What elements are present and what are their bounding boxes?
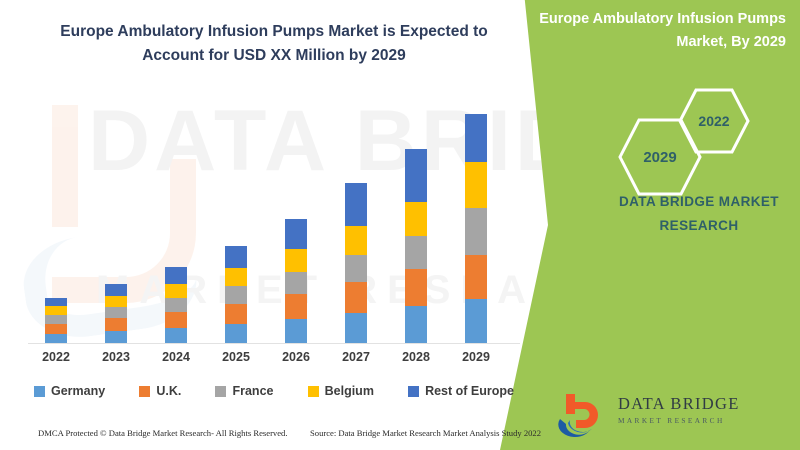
footer-source-text: Source: Data Bridge Market Research Mark… xyxy=(310,428,542,438)
panel-brand-line2: RESEARCH xyxy=(659,217,739,233)
legend-swatch-icon xyxy=(215,385,227,397)
bar-segment-u-k-2027 xyxy=(345,281,367,313)
x-tick-2027: 2027 xyxy=(342,350,370,364)
bar-segment-belgium-2028 xyxy=(405,201,427,237)
x-tick-2023: 2023 xyxy=(102,350,130,364)
legend-item-rest-of-europe[interactable]: Rest of Europe xyxy=(408,384,514,398)
footer: DMCA Protected © Data Bridge Market Rese… xyxy=(0,428,542,446)
bar-segment-belgium-2026 xyxy=(285,248,307,272)
legend-item-u-k[interactable]: U.K. xyxy=(139,384,181,398)
x-tick-2026: 2026 xyxy=(282,350,310,364)
panel-brand-line1: DATA BRIDGE MARKET xyxy=(619,194,779,209)
legend-swatch-icon xyxy=(408,385,420,397)
panel-brand-text: DATA BRIDGE MARKET RESEARCH xyxy=(604,190,794,237)
dbmr-logo-subtitle: MARKET RESEARCH xyxy=(618,416,725,425)
bar-segment-u-k-2023 xyxy=(105,318,127,332)
panel-title: Europe Ambulatory Infusion Pumps Market,… xyxy=(539,11,786,51)
legend-swatch-icon xyxy=(307,385,319,397)
page-title: Europe Ambulatory Infusion Pumps Market … xyxy=(60,23,488,65)
bar-segment-rest-of-europe-2022 xyxy=(45,298,67,307)
bar-segment-belgium-2025 xyxy=(225,267,247,287)
bar-segment-germany-2027 xyxy=(345,312,367,343)
x-tick-2025: 2025 xyxy=(222,350,250,364)
bar-segment-rest-of-europe-2023 xyxy=(105,284,127,296)
bar-segment-germany-2023 xyxy=(105,331,127,343)
x-tick-2024: 2024 xyxy=(162,350,190,364)
bar-2029 xyxy=(465,114,487,343)
bar-segment-germany-2029 xyxy=(465,299,487,343)
bar-segment-france-2028 xyxy=(405,236,427,269)
dbmr-logo-name: DATA BRIDGE xyxy=(618,394,740,413)
bar-segment-u-k-2026 xyxy=(285,293,307,319)
x-tick-2028: 2028 xyxy=(402,350,430,364)
bar-segment-france-2022 xyxy=(45,315,67,324)
bar-2022 xyxy=(45,298,67,343)
bar-2027 xyxy=(345,182,367,343)
bar-segment-belgium-2029 xyxy=(465,162,487,209)
bar-segment-belgium-2023 xyxy=(105,295,127,308)
bar-2028 xyxy=(405,149,427,343)
x-tick-2029: 2029 xyxy=(462,350,490,364)
bar-segment-germany-2022 xyxy=(45,333,67,343)
footer-dmca-text: DMCA Protected © Data Bridge Market Rese… xyxy=(38,428,288,438)
bar-segment-france-2024 xyxy=(165,298,187,312)
legend-swatch-icon xyxy=(34,385,45,397)
dbmr-logo: DATA BRIDGE MARKET RESEARCH xyxy=(558,392,758,438)
legend-label: U.K. xyxy=(156,384,182,398)
legend-label: Belgium xyxy=(324,384,374,398)
legend-label: Germany xyxy=(51,384,106,398)
bar-segment-rest-of-europe-2026 xyxy=(285,218,307,249)
x-tick-2022: 2022 xyxy=(42,350,70,364)
bar-segment-germany-2024 xyxy=(165,327,187,343)
legend-item-belgium[interactable]: Belgium xyxy=(307,384,374,398)
bar-segment-u-k-2025 xyxy=(225,303,247,324)
hexagon-2022-label: 2022 xyxy=(698,113,730,129)
bar-segment-u-k-2024 xyxy=(165,311,187,328)
bar-2025 xyxy=(225,245,247,343)
bar-segment-u-k-2022 xyxy=(45,323,67,334)
legend-label: Rest of Europe xyxy=(425,384,514,398)
bar-segment-germany-2026 xyxy=(285,318,307,343)
bar-segment-rest-of-europe-2028 xyxy=(405,149,427,202)
x-axis-line xyxy=(28,343,520,344)
bar-segment-rest-of-europe-2024 xyxy=(165,267,187,284)
hexagon-2022: 2022 xyxy=(678,88,750,154)
bar-segment-u-k-2029 xyxy=(465,254,487,300)
bar-segment-u-k-2028 xyxy=(405,268,427,307)
bar-2024 xyxy=(165,267,187,343)
bar-segment-france-2026 xyxy=(285,271,307,294)
legend-label: France xyxy=(232,384,274,398)
chart-plot-area: 2022 2023 2024 2025 2026 2027 2028 2029 xyxy=(28,114,520,364)
bar-segment-germany-2025 xyxy=(225,323,247,343)
bar-segment-france-2023 xyxy=(105,307,127,319)
hexagon-2029-label: 2029 xyxy=(643,148,677,166)
bar-2023 xyxy=(105,284,127,343)
bar-segment-rest-of-europe-2025 xyxy=(225,245,247,268)
bar-segment-france-2029 xyxy=(465,208,487,255)
bar-2026 xyxy=(285,218,307,343)
bar-segment-france-2025 xyxy=(225,286,247,304)
chart-legend: Germany U.K. France Belgium Rest of Europe xyxy=(34,381,514,401)
bar-segment-belgium-2027 xyxy=(345,226,367,255)
bar-segment-belgium-2022 xyxy=(45,306,67,316)
bar-segment-rest-of-europe-2027 xyxy=(345,182,367,227)
bar-segment-rest-of-europe-2029 xyxy=(465,114,487,163)
bar-segment-france-2027 xyxy=(345,254,367,282)
legend-item-france[interactable]: France xyxy=(215,384,273,398)
dbmr-logo-mark xyxy=(558,392,612,438)
bar-segment-belgium-2024 xyxy=(165,283,187,299)
legend-item-germany[interactable]: Germany xyxy=(34,384,105,398)
bar-segment-germany-2028 xyxy=(405,306,427,343)
dbmr-logo-text: DATA BRIDGE MARKET RESEARCH xyxy=(618,394,758,425)
legend-swatch-icon xyxy=(139,385,151,397)
